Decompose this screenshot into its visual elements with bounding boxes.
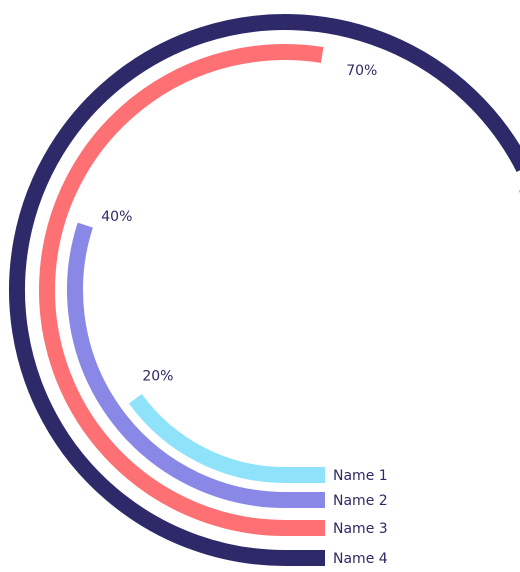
legend-label-name-1: Name 1 <box>333 468 388 484</box>
arc-name-1 <box>128 393 325 483</box>
legend-label-name-2: Name 2 <box>333 493 388 509</box>
legend-label-name-4: Name 4 <box>333 551 388 567</box>
value-label-name-4: 90% <box>519 186 520 202</box>
name-label-group: Name 1 Name 2 Name 3 Name 4 <box>333 468 388 567</box>
arc-group <box>9 14 520 566</box>
legend-label-name-3: Name 3 <box>333 521 388 537</box>
value-label-name-1: 20% <box>142 369 173 385</box>
value-label-group: 20% 40% 70% 90% <box>101 63 520 385</box>
arc-name-3 <box>39 44 325 536</box>
value-label-name-3: 70% <box>346 63 377 79</box>
arc-name-4 <box>9 14 520 566</box>
value-label-name-2: 40% <box>101 209 132 225</box>
arc-name-2 <box>67 222 325 508</box>
